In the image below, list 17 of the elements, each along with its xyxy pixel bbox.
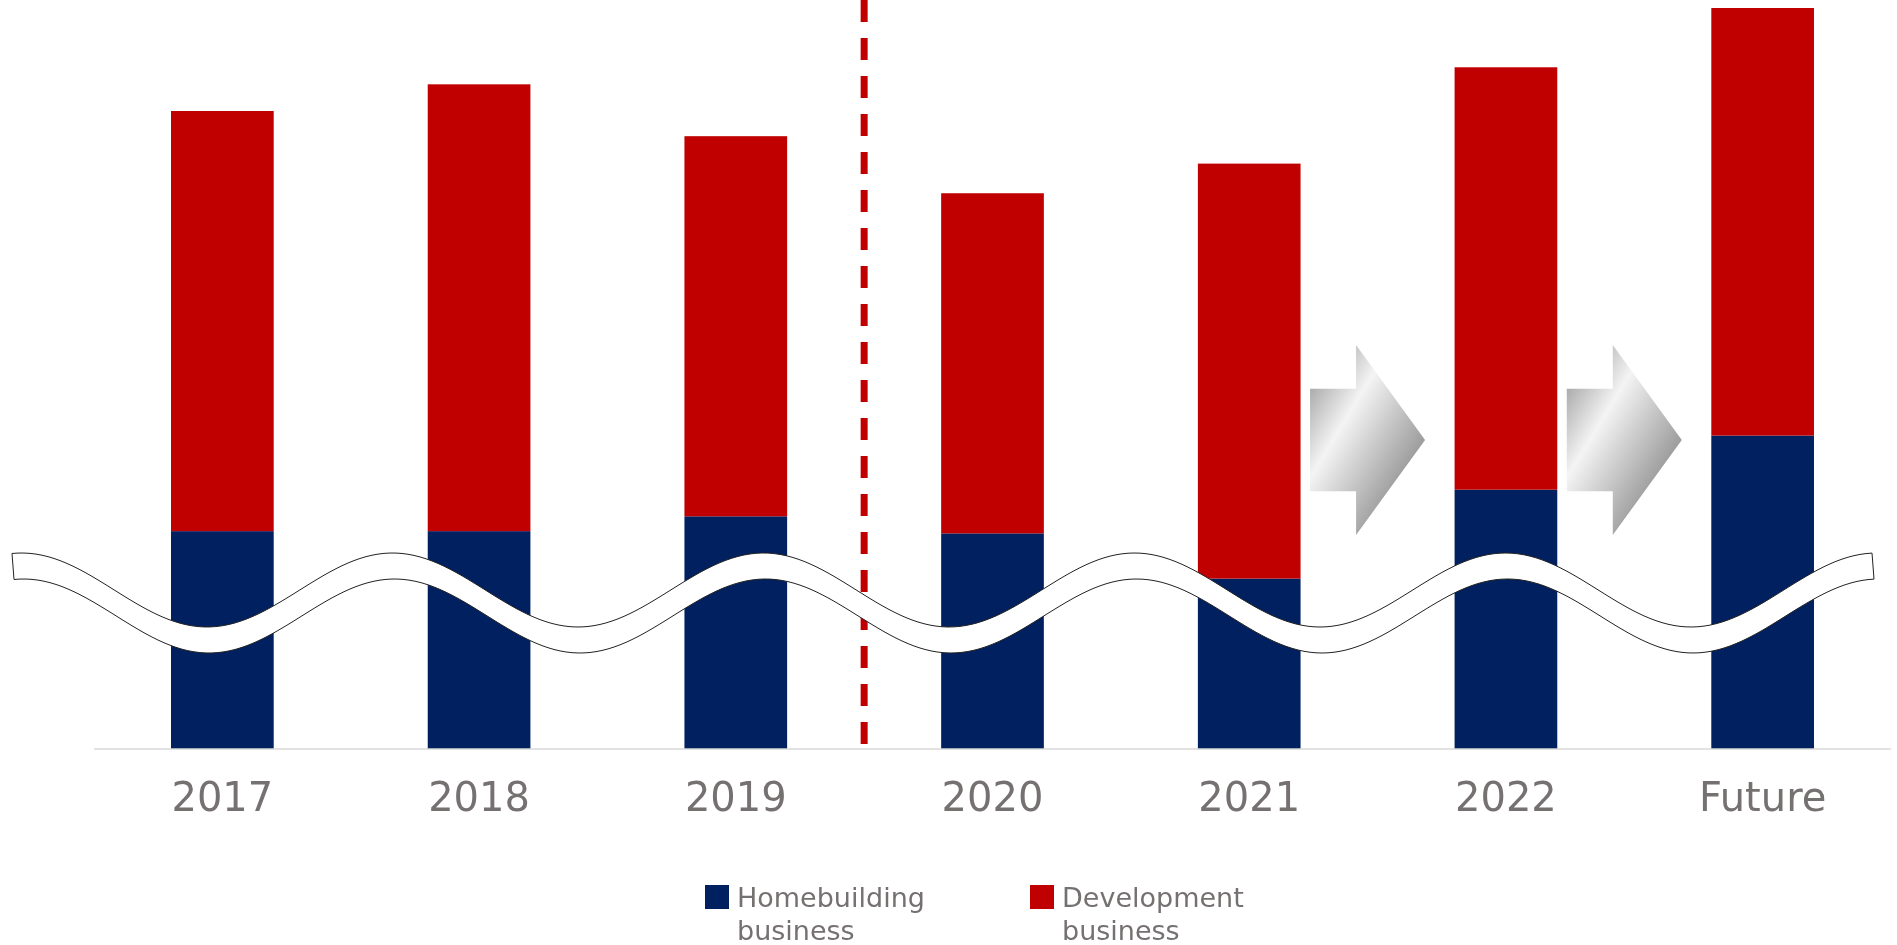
x-tick-label: 2020 — [941, 774, 1044, 820]
x-tick-label: 2018 — [428, 774, 530, 820]
x-tick-label: 2017 — [171, 774, 274, 820]
bar — [427, 84, 531, 532]
legend-label: Homebuilding business — [737, 882, 925, 945]
x-tick-label: 2021 — [1198, 774, 1301, 820]
legend-label: Development business — [1062, 882, 1244, 945]
bar — [941, 193, 1044, 534]
bar — [1711, 435, 1814, 749]
bar — [1197, 163, 1301, 579]
bar — [684, 136, 788, 517]
x-tick-label: 2019 — [684, 774, 787, 820]
bar — [1711, 8, 1814, 436]
x-tick-label: 2022 — [1455, 774, 1557, 820]
x-tick-label: Future — [1698, 774, 1827, 820]
bar — [1454, 67, 1558, 490]
bar — [171, 111, 274, 532]
